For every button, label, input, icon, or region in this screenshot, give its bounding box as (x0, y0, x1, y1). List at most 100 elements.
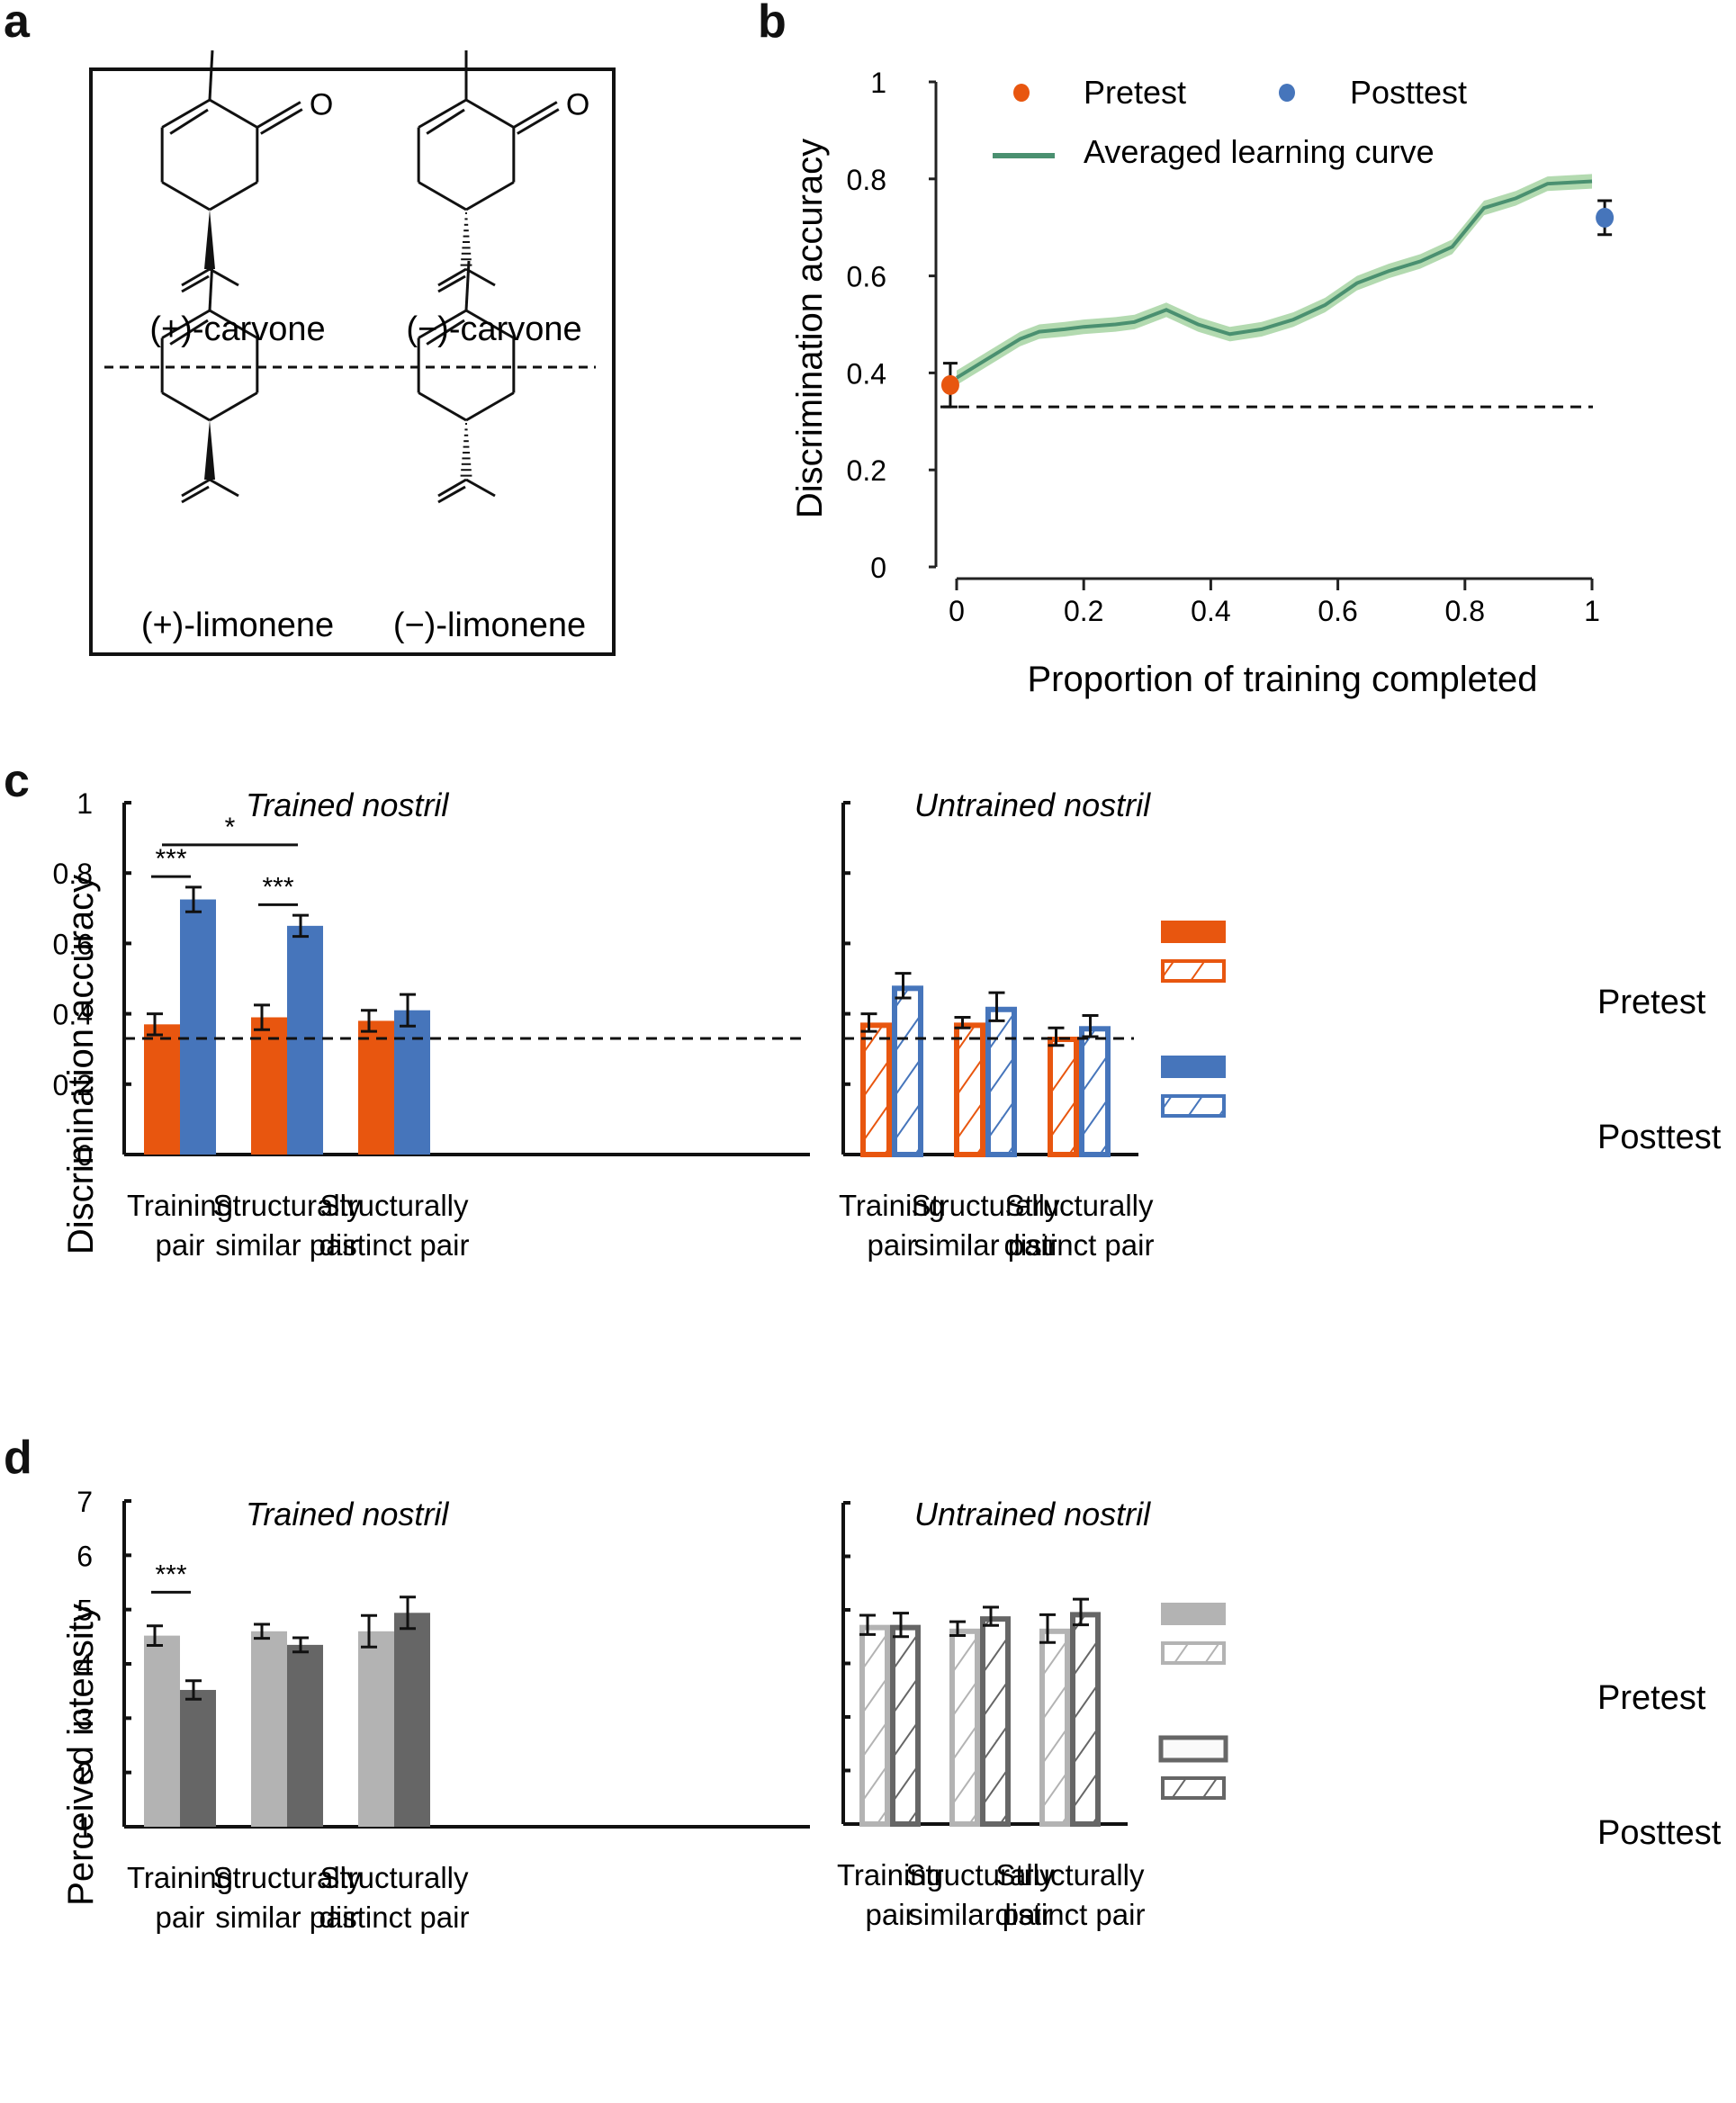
b-legend-pretest-label: Pretest (1084, 74, 1186, 111)
d-legend-swatch-hatched (1161, 1641, 1226, 1665)
d-bar-posttest-hatched (1070, 1612, 1101, 1827)
d-category-label: Training (837, 1858, 943, 1892)
bond (418, 98, 467, 129)
c-y-tick-label: 0.6 (53, 928, 93, 960)
d-bar-posttest (180, 1689, 216, 1827)
d-bar-pretest (358, 1631, 394, 1827)
c-category-label: Training (127, 1189, 233, 1222)
d-category-label: Structurally (995, 1858, 1145, 1892)
molecule-plus-carvone: O (160, 49, 333, 293)
methylene-bond (437, 485, 466, 504)
molecule-minus-carvone: O (417, 50, 589, 293)
panel-label-c: c (4, 755, 30, 807)
methyl-bond (208, 260, 214, 311)
bond (418, 391, 467, 422)
oxygen-label: O (566, 88, 589, 122)
d-category-label: Training (127, 1861, 233, 1894)
c-category-label: pair (155, 1228, 204, 1262)
bond (465, 98, 515, 129)
b-pretest-point (940, 374, 959, 395)
d-bar-pretest (144, 1635, 180, 1827)
panel-label-b: b (758, 0, 787, 48)
b-legend-curve-label: Averaged learning curve (1084, 133, 1435, 170)
bond (161, 98, 211, 129)
c-bar-posttest-hatched (1079, 1026, 1111, 1158)
c-category-label: pair (867, 1228, 916, 1262)
d-legend-swatch-solid (1161, 1603, 1226, 1625)
c-category-label: Structurally (1004, 1189, 1154, 1222)
double-bond (169, 108, 209, 135)
d-category-label: similar pair (215, 1901, 359, 1934)
b-y-tick-label: 1 (870, 67, 886, 99)
b-confidence-band (957, 174, 1592, 385)
bond (418, 181, 467, 211)
methyl-bond (209, 267, 239, 287)
d-legend-swatch-solid (1158, 1735, 1228, 1763)
c-legend-swatch-hatched (1161, 1094, 1226, 1118)
d-subplot-title-trained: Trained nostril (246, 1496, 449, 1532)
b-x-tick-label: 0.2 (1064, 595, 1103, 627)
methylene-bond (181, 478, 211, 498)
molecule-name-plus-limonene: (+)-limonene (141, 607, 334, 644)
c-subplot-title-trained: Trained nostril (246, 786, 449, 823)
d-y-tick-label: 2 (76, 1757, 93, 1790)
methylene-bond (181, 274, 210, 293)
carbonyl-bond (517, 108, 560, 135)
c-y-tick-label: 1 (76, 787, 93, 820)
c-category-label: distinct pair (319, 1228, 470, 1262)
b-x-tick-label: 0 (949, 595, 965, 627)
b-x-tick-label: 0.6 (1318, 595, 1357, 627)
c-legend-swatch-solid (1161, 1056, 1226, 1078)
d-category-label: similar pair (908, 1898, 1052, 1931)
c-y-tick-label: 0 (76, 1139, 93, 1172)
d-category-label: pair (865, 1898, 914, 1931)
d-y-tick-label: 4 (76, 1649, 93, 1681)
methylene-bond (181, 267, 211, 287)
d-category-label: Structurally (905, 1858, 1055, 1892)
d-y-tick-label: 1 (76, 1811, 93, 1844)
c-significance-label: *** (262, 872, 293, 902)
c-category-label: Training (839, 1189, 945, 1222)
c-category-label: Structurally (212, 1189, 362, 1222)
methylene-bond (437, 478, 467, 498)
c-category-label: similar pair (913, 1228, 1057, 1262)
c-legend-label-posttest: Posttest (1597, 1119, 1722, 1156)
d-bar-posttest-hatched (890, 1624, 921, 1828)
methyl-bond (465, 478, 496, 498)
methylene-bond (181, 485, 210, 504)
c-y-tick-label: 0.2 (53, 1069, 93, 1101)
d-legend-label-posttest: Posttest (1597, 1814, 1722, 1852)
b-legend-pretest-marker (1013, 84, 1030, 102)
c-bar-posttest (394, 1010, 430, 1155)
b-y-tick-label: 0.6 (847, 261, 886, 293)
c-bar-posttest-hatched (985, 1006, 1017, 1158)
methyl-bond (209, 478, 239, 498)
c-bar-pretest (144, 1024, 180, 1155)
b-y-tick-label: 0 (870, 552, 886, 584)
b-y-tick-label: 0.4 (847, 357, 886, 390)
bond (161, 309, 211, 339)
methylene-bond (437, 274, 466, 293)
d-legend-swatch-hatched (1161, 1776, 1226, 1800)
d-category-label: pair (155, 1901, 204, 1934)
molecule-minus-limonene (417, 260, 516, 504)
d-category-label: distinct pair (995, 1898, 1146, 1931)
c-bar-pretest-hatched (860, 1022, 892, 1157)
d-bar-pretest (251, 1631, 287, 1827)
panel-label-a: a (4, 0, 30, 48)
c-category-label: distinct pair (1004, 1228, 1155, 1262)
d-bar-posttest (394, 1613, 430, 1827)
d-bar-pretest-hatched (1039, 1628, 1070, 1827)
b-learning-curve (955, 179, 1593, 380)
b-x-tick-label: 0.8 (1445, 595, 1485, 627)
c-bar-posttest (287, 925, 323, 1155)
c-bar-posttest-hatched (892, 985, 923, 1157)
d-bar-posttest (287, 1644, 323, 1827)
b-x-tick-label: 0.4 (1191, 595, 1230, 627)
c-legend-label-pretest: Pretest (1597, 984, 1706, 1021)
bond (209, 309, 258, 339)
c-bar-posttest (180, 899, 216, 1155)
d-y-tick-label: 3 (76, 1703, 93, 1735)
molecule-plus-limonene (160, 260, 259, 504)
